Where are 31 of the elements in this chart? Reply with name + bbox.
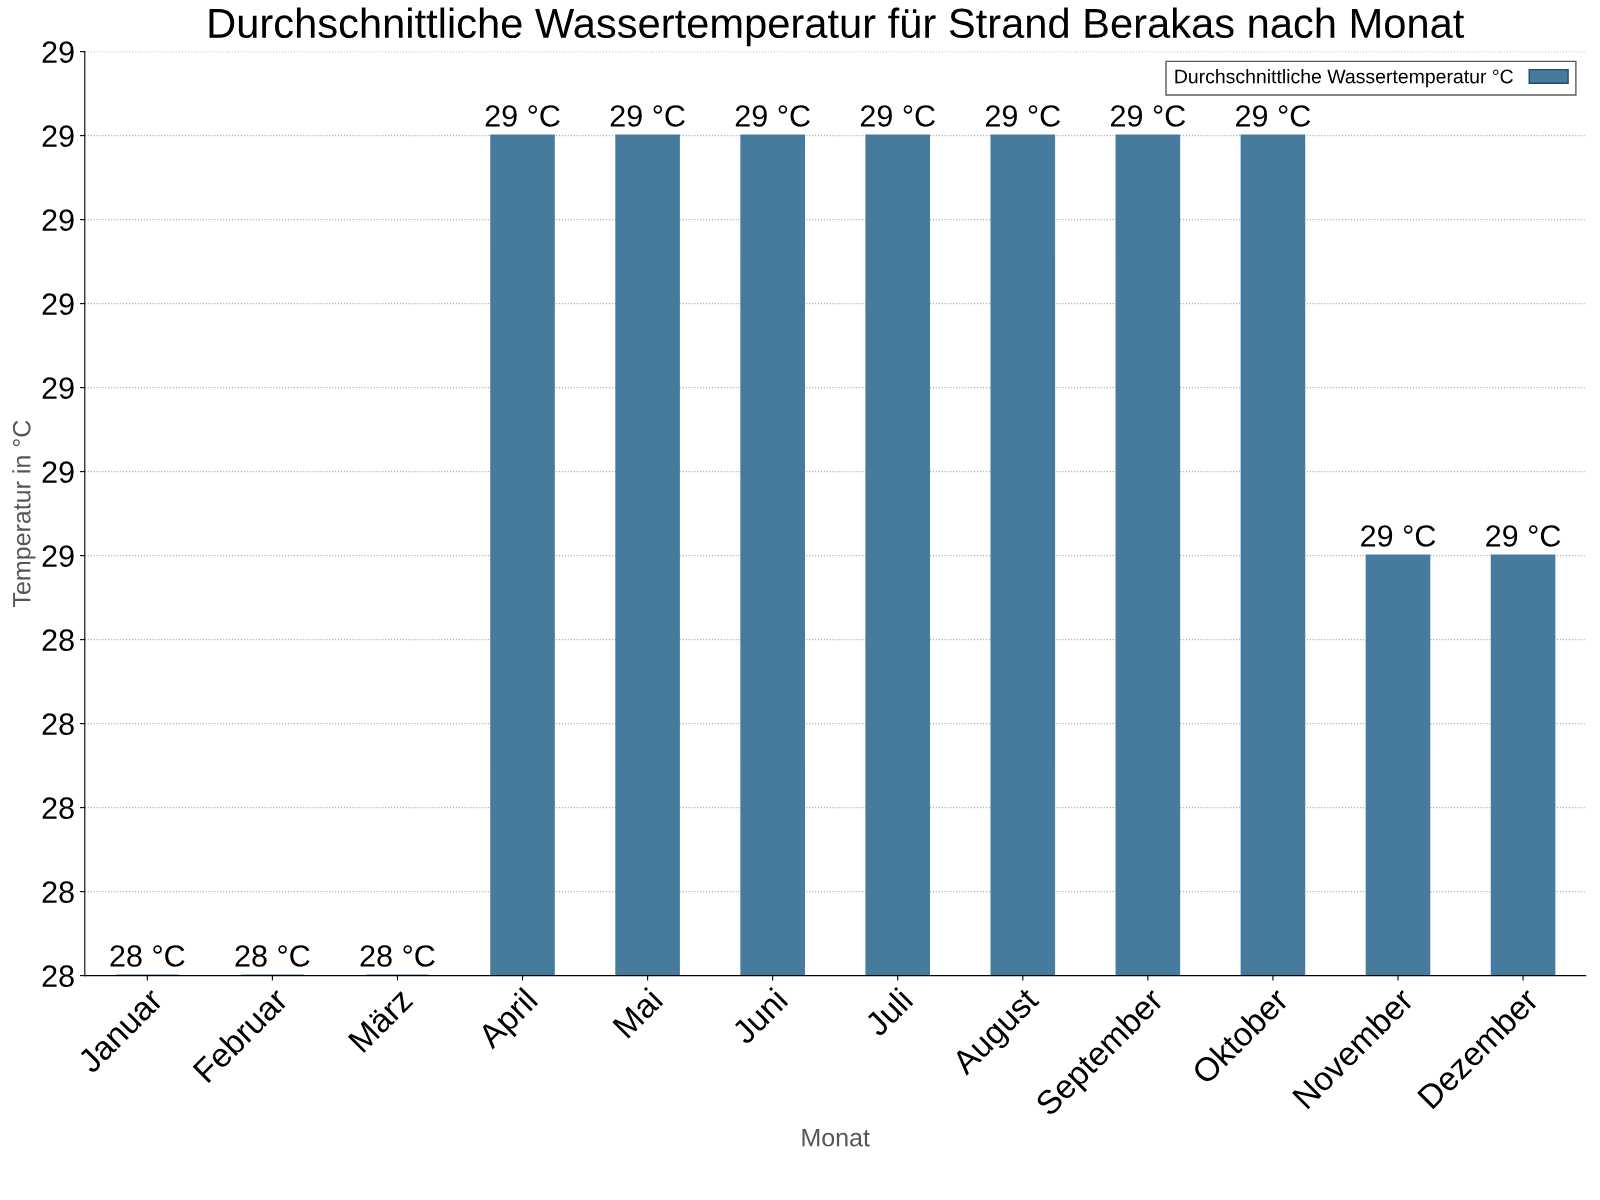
- data-label: 29 °C: [1486, 525, 1561, 547]
- x-tick-label: Mai: [611, 986, 664, 1039]
- y-tick-label: 29: [42, 209, 74, 231]
- data-label: 28 °C: [235, 945, 310, 967]
- y-tick-label: 29: [42, 461, 74, 483]
- data-label: 29 °C: [860, 105, 935, 127]
- data-label: 29 °C: [735, 105, 810, 127]
- y-tick-label: 29: [42, 293, 74, 315]
- y-tick-label: 28: [42, 629, 74, 651]
- y-tick-label: 28: [42, 713, 74, 735]
- y-tick-label: 28: [42, 965, 74, 987]
- y-tick-label: 29: [42, 125, 74, 147]
- legend-label: Durchschnittliche Wassertemperatur °C: [1175, 69, 1513, 88]
- y-tick-label: 29: [42, 545, 74, 567]
- x-axis-title: Monat: [802, 1129, 870, 1147]
- x-tick-label: Juli: [862, 986, 914, 1038]
- data-label: 28 °C: [360, 945, 435, 967]
- y-tick-label: 29: [42, 377, 74, 399]
- data-label: 29 °C: [610, 105, 685, 127]
- data-label: 29 °C: [1361, 525, 1436, 547]
- data-label: 28 °C: [110, 945, 185, 967]
- x-tick-label: Juni: [729, 986, 789, 1046]
- data-label: 29 °C: [485, 105, 560, 127]
- y-tick-label: 28: [42, 881, 74, 903]
- data-label: 29 °C: [1236, 105, 1311, 127]
- data-label: 29 °C: [1111, 105, 1186, 127]
- y-tick-label: 28: [42, 797, 74, 819]
- y-axis-title: Temperatur in °C: [12, 420, 36, 607]
- y-tick-label: 29: [42, 41, 74, 63]
- chart-title: Durchschnittliche Wassertemperatur für Strand Berakas nach Monat: [209, 7, 1465, 47]
- data-label: 29 °C: [985, 105, 1061, 127]
